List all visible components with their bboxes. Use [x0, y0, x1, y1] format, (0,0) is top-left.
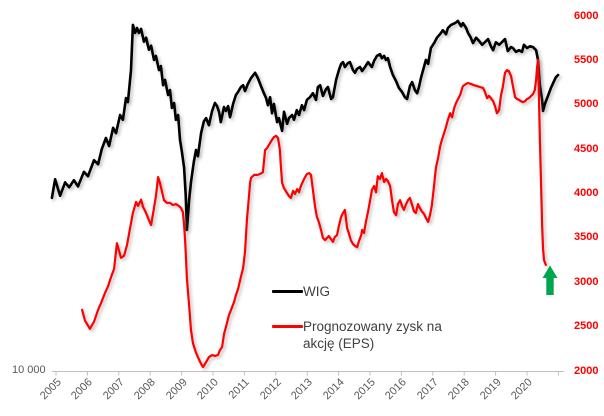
right-axis-label: 2500: [574, 320, 599, 333]
right-axis-label: 3500: [574, 231, 599, 244]
left-axis-label: 10 000: [12, 364, 46, 376]
legend: WIG Prognozowany zysk na akcję (EPS): [272, 283, 472, 370]
series-lines: [50, 19, 560, 369]
x-axis: [52, 371, 564, 376]
legend-label-eps: Prognozowany zysk na akcję (EPS): [303, 319, 442, 351]
right-axis-label: 6000: [574, 9, 599, 22]
legend-item-eps: Prognozowany zysk na akcję (EPS): [272, 318, 472, 352]
right-axis-label: 3000: [574, 275, 599, 288]
right-axis-label: 2000: [574, 364, 599, 377]
eps-line-swatch: [272, 325, 303, 328]
right-axis-label: 4500: [574, 142, 599, 155]
green-up-arrow-icon: [542, 265, 558, 295]
legend-label-wig: WIG: [303, 284, 330, 299]
right-axis-label: 5000: [574, 98, 599, 111]
wig-line: [50, 19, 560, 232]
right-axis-label: 4000: [574, 187, 599, 199]
wig-line-swatch: [272, 290, 303, 293]
right-axis-label: 5500: [574, 53, 599, 66]
eps-line: [81, 58, 547, 369]
legend-item-wig: WIG: [272, 283, 472, 300]
